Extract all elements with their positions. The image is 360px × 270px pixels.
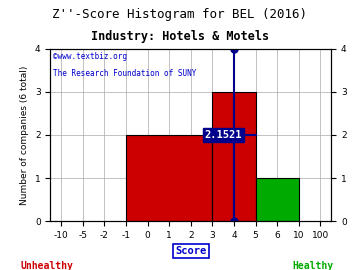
Text: The Research Foundation of SUNY: The Research Foundation of SUNY xyxy=(53,69,197,78)
Bar xyxy=(126,135,212,221)
X-axis label: Score: Score xyxy=(175,246,206,256)
Text: Unhealthy: Unhealthy xyxy=(21,261,73,270)
Y-axis label: Number of companies (6 total): Number of companies (6 total) xyxy=(21,65,30,205)
Text: Z''-Score Histogram for BEL (2016): Z''-Score Histogram for BEL (2016) xyxy=(53,8,307,21)
Text: 2.1521: 2.1521 xyxy=(204,130,242,140)
Text: ©www.textbiz.org: ©www.textbiz.org xyxy=(53,52,127,61)
Bar xyxy=(256,178,299,221)
Bar xyxy=(212,92,256,221)
Text: Healthy: Healthy xyxy=(293,261,334,270)
Text: Industry: Hotels & Motels: Industry: Hotels & Motels xyxy=(91,30,269,43)
